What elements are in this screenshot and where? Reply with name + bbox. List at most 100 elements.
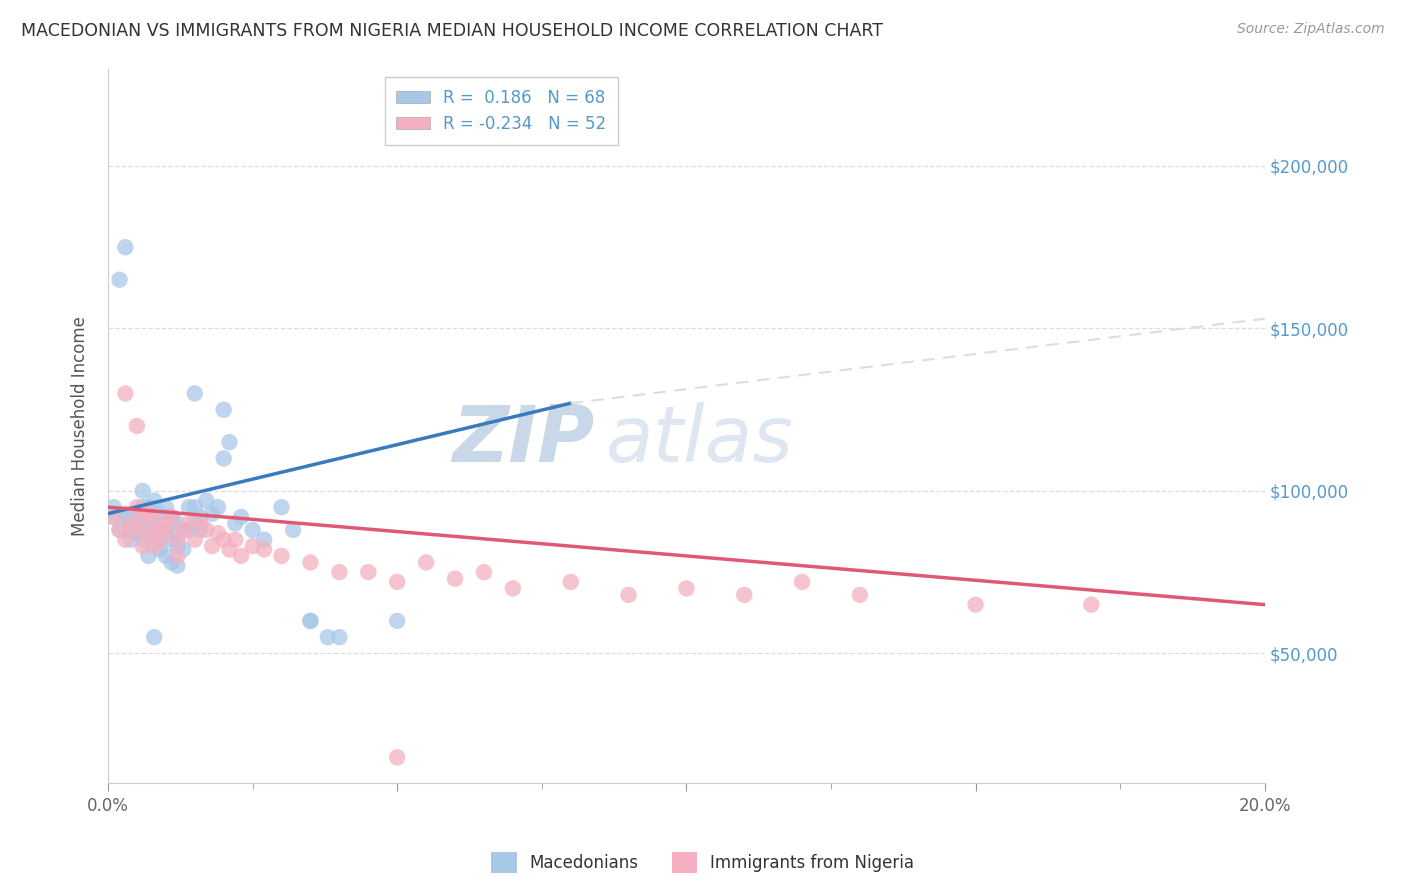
Point [120,516,142,531]
Point [201,507,224,521]
Point [387,614,409,628]
Point [229,549,252,563]
Point [207,500,229,515]
Point [114,240,136,254]
Point [184,386,207,401]
Point [103,510,125,524]
Point [387,750,409,764]
Point [253,533,276,547]
Point [108,523,131,537]
Point [212,533,235,547]
Point [138,500,160,515]
Point [114,507,136,521]
Point [190,523,212,537]
Text: MACEDONIAN VS IMMIGRANTS FROM NIGERIA MEDIAN HOUSEHOLD INCOME CORRELATION CHART: MACEDONIAN VS IMMIGRANTS FROM NIGERIA ME… [21,22,883,40]
Point [160,510,183,524]
Point [172,523,194,537]
Point [166,533,188,547]
Point [131,510,153,524]
Point [108,273,131,287]
Point [103,510,125,524]
Point [149,523,172,537]
Point [560,574,582,589]
Point [177,500,200,515]
Point [120,533,142,547]
Text: Source: ZipAtlas.com: Source: ZipAtlas.com [1237,22,1385,37]
Point [1080,598,1102,612]
Point [270,500,292,515]
Point [166,549,188,563]
Point [143,630,166,644]
Point [166,533,188,547]
Point [125,507,148,521]
Point [138,523,160,537]
Point [207,526,229,541]
Point [143,533,166,547]
Point [114,533,136,547]
Point [849,588,872,602]
Point [108,523,131,537]
Point [212,451,235,466]
Point [218,542,240,557]
Point [114,386,136,401]
Legend: Macedonians, Immigrants from Nigeria: Macedonians, Immigrants from Nigeria [485,846,921,880]
Point [103,500,125,515]
Point [143,523,166,537]
Point [224,516,246,531]
Point [131,539,153,553]
Point [444,572,467,586]
Point [299,614,322,628]
Point [114,510,136,524]
Point [138,526,160,541]
Point [155,523,177,537]
Point [166,539,188,553]
Point [281,523,304,537]
Point [125,516,148,531]
Point [299,614,322,628]
Text: atlas: atlas [606,402,793,478]
Point [184,533,207,547]
Point [155,500,177,515]
Point [242,539,264,553]
Y-axis label: Median Household Income: Median Household Income [72,316,89,536]
Point [149,533,172,547]
Point [143,539,166,553]
Point [143,516,166,531]
Point [125,526,148,541]
Point [328,565,350,579]
Point [184,500,207,515]
Point [195,493,218,508]
Point [143,493,166,508]
Text: ZIP: ZIP [451,402,593,478]
Point [172,542,194,557]
Point [143,510,166,524]
Point [160,533,183,547]
Point [675,582,697,596]
Point [125,523,148,537]
Point [177,516,200,531]
Point [299,556,322,570]
Point [212,402,235,417]
Point [138,549,160,563]
Point [224,533,246,547]
Point [131,510,153,524]
Point [190,516,212,531]
Point [131,500,153,515]
Point [155,549,177,563]
Point [155,516,177,531]
Point [172,523,194,537]
Point [190,510,212,524]
Point [149,542,172,557]
Point [149,533,172,547]
Point [218,435,240,450]
Point [387,574,409,589]
Point [790,574,813,589]
Point [120,523,142,537]
Point [253,542,276,557]
Point [270,549,292,563]
Point [472,565,495,579]
Point [138,507,160,521]
Point [415,556,437,570]
Point [138,523,160,537]
Point [733,588,755,602]
